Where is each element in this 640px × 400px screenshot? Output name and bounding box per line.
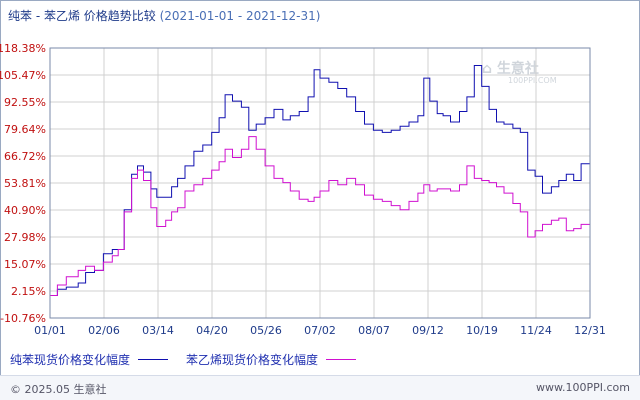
legend-swatch-benzene bbox=[138, 358, 169, 360]
x-tick-label: 10/19 bbox=[466, 324, 498, 337]
y-tick-label: 79.64% bbox=[4, 123, 46, 136]
legend: 纯苯现货价格变化幅度 苯乙烯现货价格变化幅度 bbox=[10, 350, 374, 368]
legend-swatch-styrene bbox=[326, 358, 357, 360]
y-tick-label: 118.38% bbox=[0, 42, 46, 55]
x-tick-label: 02/06 bbox=[88, 324, 120, 337]
watermark-house-icon: ⌂ bbox=[482, 61, 493, 77]
plot-border bbox=[49, 47, 591, 319]
y-tick-label: -10.76% bbox=[0, 312, 46, 325]
grid-lines bbox=[49, 47, 591, 319]
x-axis-ticks: 01/01 02/06 03/14 04/20 05/26 07/02 08/07 09/12… bbox=[34, 324, 606, 337]
watermark-url: 100PPI.COM bbox=[508, 76, 557, 85]
series-line-styrene bbox=[50, 136, 591, 296]
x-tick-label: 12/31 bbox=[574, 324, 606, 337]
x-tick-label: 07/02 bbox=[304, 324, 336, 337]
x-tick-label: 05/26 bbox=[250, 324, 282, 337]
legend-item-benzene: 纯苯现货价格变化幅度 bbox=[10, 351, 169, 368]
y-axis-ticks: 118.38% 105.47% 92.55% 79.64% 66.72% 53.81% 40… bbox=[0, 42, 46, 325]
chart-subtitle: (2021-01-01 - 2021-12-31) bbox=[159, 9, 321, 23]
y-tick-label: 66.72% bbox=[4, 150, 46, 163]
watermark-name: 生意社 bbox=[496, 61, 539, 77]
chart-title-text: 纯苯 - 苯乙烯 价格趋势比较 bbox=[8, 9, 156, 23]
y-tick-label: 15.07% bbox=[4, 258, 46, 271]
x-tick-label: 01/01 bbox=[34, 324, 66, 337]
footer-site-link[interactable]: www.100PPI.com bbox=[536, 381, 630, 394]
legend-item-styrene: 苯乙烯现货价格变化幅度 bbox=[186, 351, 357, 368]
series-lines bbox=[50, 65, 591, 296]
chart-title: 纯苯 - 苯乙烯 价格趋势比较 (2021-01-01 - 2021-12-31… bbox=[8, 7, 320, 24]
footer-copyright: © 2025.05 生意社 bbox=[10, 383, 107, 396]
footer: © 2025.05 生意社 www.100PPI.com bbox=[0, 375, 640, 400]
x-tick-label: 03/14 bbox=[142, 324, 174, 337]
legend-label-styrene: 苯乙烯现货价格变化幅度 bbox=[186, 352, 319, 367]
y-tick-label: 40.90% bbox=[4, 204, 46, 217]
watermark-logo: ⌂ 生意社 100PPI.COM bbox=[482, 58, 557, 85]
legend-label-benzene: 纯苯现货价格变化幅度 bbox=[10, 352, 131, 367]
x-tick-label: 11/24 bbox=[520, 324, 552, 337]
y-tick-label: 92.55% bbox=[4, 96, 46, 109]
y-tick-label: 27.98% bbox=[4, 231, 46, 244]
x-tick-label: 04/20 bbox=[196, 324, 228, 337]
x-tick-label: 09/12 bbox=[412, 324, 444, 337]
x-tick-label: 08/07 bbox=[358, 324, 390, 337]
y-tick-label: 105.47% bbox=[0, 69, 46, 82]
y-tick-label: 2.15% bbox=[11, 285, 46, 298]
y-tick-label: 53.81% bbox=[4, 177, 46, 190]
